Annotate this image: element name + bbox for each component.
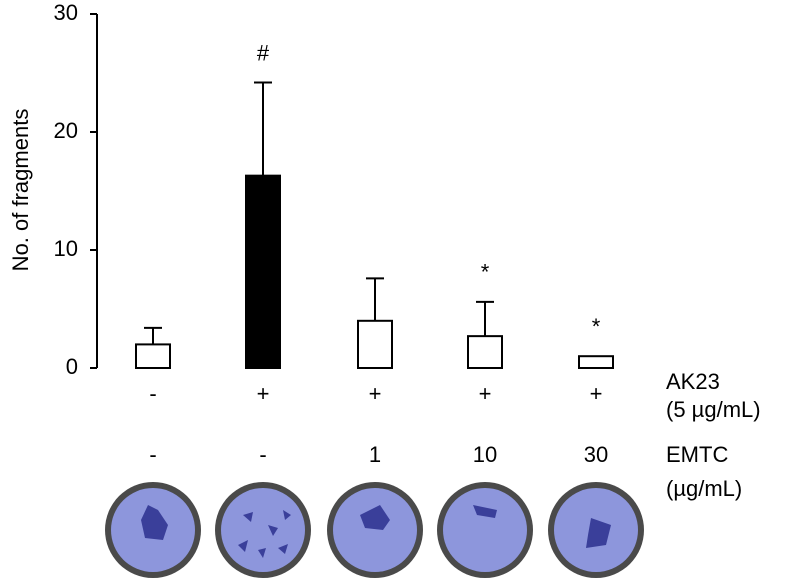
bar xyxy=(135,343,171,369)
condition-value: - xyxy=(259,442,266,467)
condition-value: + xyxy=(257,381,270,406)
y-tick-label: 30 xyxy=(54,0,78,25)
condition-value: + xyxy=(590,381,603,406)
condition-value: 10 xyxy=(473,442,497,467)
condition-label: AK23 xyxy=(666,369,720,394)
bar xyxy=(467,335,503,370)
dish xyxy=(548,482,644,578)
dish xyxy=(105,482,201,578)
condition-unit: (5 µg/mL) xyxy=(666,397,761,422)
dish xyxy=(215,482,311,578)
annotation: # xyxy=(257,40,270,65)
dish xyxy=(327,482,423,578)
condition-value: 1 xyxy=(369,442,381,467)
y-tick-label: 10 xyxy=(54,236,78,261)
condition-value: 30 xyxy=(584,442,608,467)
annotation: * xyxy=(481,260,490,285)
bar xyxy=(245,174,281,369)
condition-value: - xyxy=(149,442,156,467)
condition-label: EMTC xyxy=(666,442,728,467)
bar xyxy=(357,319,393,369)
y-axis-label: No. of fragments xyxy=(8,109,33,272)
dishes xyxy=(105,482,644,578)
condition-value: + xyxy=(479,381,492,406)
condition-unit: (µg/mL) xyxy=(666,476,742,501)
annotation: * xyxy=(592,314,601,339)
dish xyxy=(437,482,533,578)
condition-value: + xyxy=(369,381,382,406)
condition-value: - xyxy=(149,381,156,406)
y-tick-label: 0 xyxy=(66,354,78,379)
bar xyxy=(578,355,614,370)
y-tick-label: 20 xyxy=(54,118,78,143)
